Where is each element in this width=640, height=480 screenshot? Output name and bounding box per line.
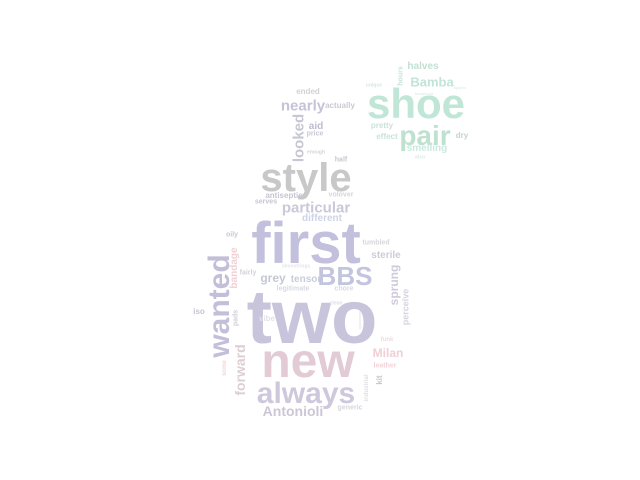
word-aid: aid [308, 121, 324, 132]
word-always: always [256, 377, 356, 410]
word-serves: serves [254, 198, 278, 206]
word-volover: volover [328, 191, 354, 199]
word-sports: sports [453, 85, 467, 90]
word-shoestrings: shoestrings [281, 263, 311, 270]
word-industrial: industrial [364, 374, 370, 402]
word-ended: ended [296, 87, 320, 96]
word-bandage: bandage [229, 247, 240, 289]
word-some: some [222, 360, 228, 376]
word-nearly: nearly [280, 97, 326, 115]
word-two: two [246, 275, 378, 360]
word-first: first [251, 211, 361, 276]
word-sprung: sprung [387, 264, 401, 306]
word-forward: forward [232, 344, 248, 396]
word-antiseptic: antiseptic [265, 191, 303, 200]
word-halves: halves [407, 61, 439, 72]
word-pretty: pretty [370, 121, 394, 130]
word-oily: oily [225, 231, 239, 239]
word-milan: Milan [372, 346, 404, 360]
word-new: new [261, 335, 355, 388]
word-leather: leather [373, 362, 397, 370]
word-iso: iso [193, 307, 205, 316]
word-tumbled: tumbled [362, 239, 390, 247]
word-shoe: shoe [366, 80, 466, 127]
word-different: different [302, 213, 342, 224]
word-actually: actually [325, 101, 355, 110]
word-smelling: smelling [406, 143, 448, 154]
word-pair: pair [399, 120, 451, 151]
word-tensor: tensor [290, 274, 322, 285]
word-generic: generic [337, 404, 363, 412]
word-price: price [306, 130, 324, 138]
word-unique: unique [365, 82, 383, 89]
word-bbs: BBS [317, 261, 373, 291]
word-tenacious: tenacious [414, 91, 434, 96]
word-particular: particular [281, 199, 351, 217]
word-pads: pads [232, 309, 240, 327]
word-clean: clean [329, 300, 343, 307]
word-legitimate: legitimate [276, 285, 310, 293]
word-looked: looked [290, 113, 308, 163]
word-grey: grey [260, 271, 286, 285]
word-funk: funk [380, 337, 394, 343]
word-dry: dry [455, 131, 469, 140]
word-fairly: fairly [239, 269, 257, 277]
word-hours: hours [397, 66, 405, 86]
word-guidance: guidance [357, 311, 362, 329]
word-effect: effect [376, 132, 398, 141]
word-antonioli: Antonioli [262, 403, 324, 419]
word-enough: enough [306, 149, 326, 156]
word-vibe: vibe [258, 314, 276, 323]
word-style: style [260, 156, 352, 200]
word-half: half [334, 156, 348, 164]
word-chore: chore [334, 285, 354, 293]
word-perceive: perceive [400, 288, 411, 326]
word-kit: kit [375, 375, 384, 385]
word-sterile: sterile [371, 250, 401, 261]
word-also: also [414, 154, 426, 161]
word-bamba: Bamba [410, 74, 454, 90]
